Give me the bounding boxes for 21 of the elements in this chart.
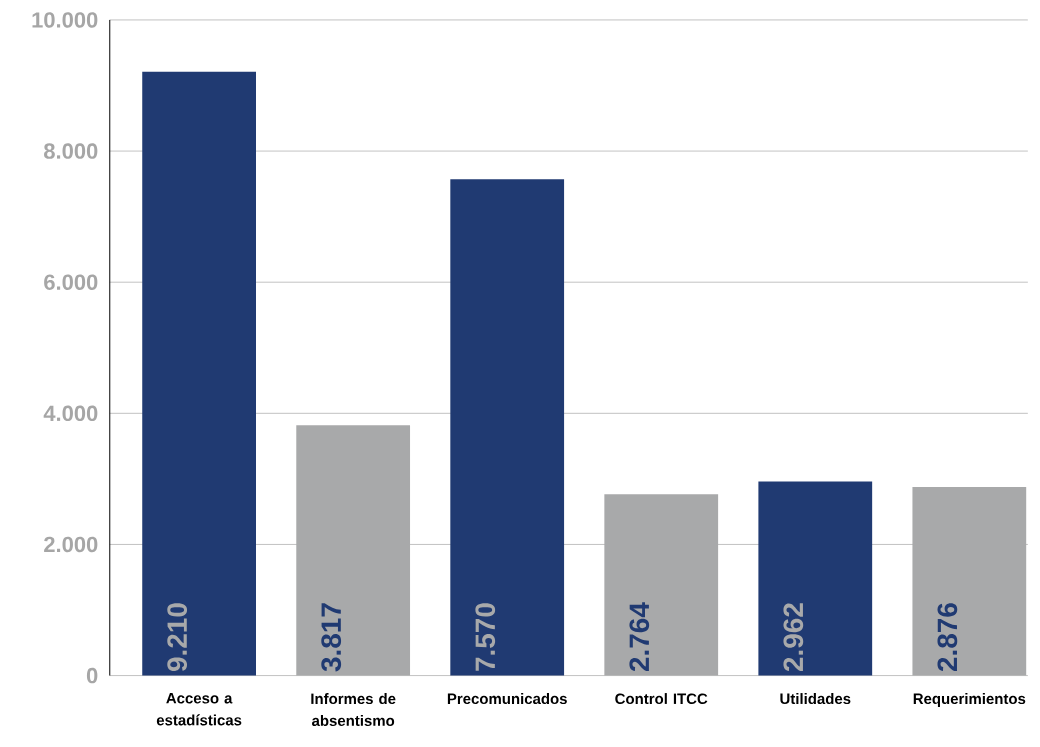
data-label: 3.817 (321, 603, 342, 672)
data-label: 9.210 (167, 603, 188, 671)
x-tick-label: Acceso a estadísticas (156, 692, 242, 726)
x-tick-label: Utilidades (780, 692, 851, 704)
bar (142, 71, 256, 676)
data-label: 7.570 (475, 603, 496, 671)
bar (450, 179, 565, 676)
y-tick-label: 2.000 (44, 536, 98, 553)
x-tick-label: Control ITCC (615, 692, 708, 704)
y-tick-label: 10.000 (32, 11, 98, 28)
data-label: 2.876 (937, 602, 958, 671)
y-tick-label: 6.000 (44, 274, 98, 290)
bar (758, 481, 873, 676)
data-label: 2.764 (629, 602, 650, 671)
y-tick-label: 4.000 (43, 405, 98, 421)
x-tick-label: Informes de absentismo (311, 692, 396, 726)
y-tick-label: 8.000 (44, 143, 98, 159)
y-tick-label: 0 (86, 667, 98, 684)
x-tick-label: Requerimientos (913, 692, 1026, 707)
data-label: 2.962 (783, 603, 804, 671)
x-tick-label: Precomunicados (447, 692, 567, 704)
